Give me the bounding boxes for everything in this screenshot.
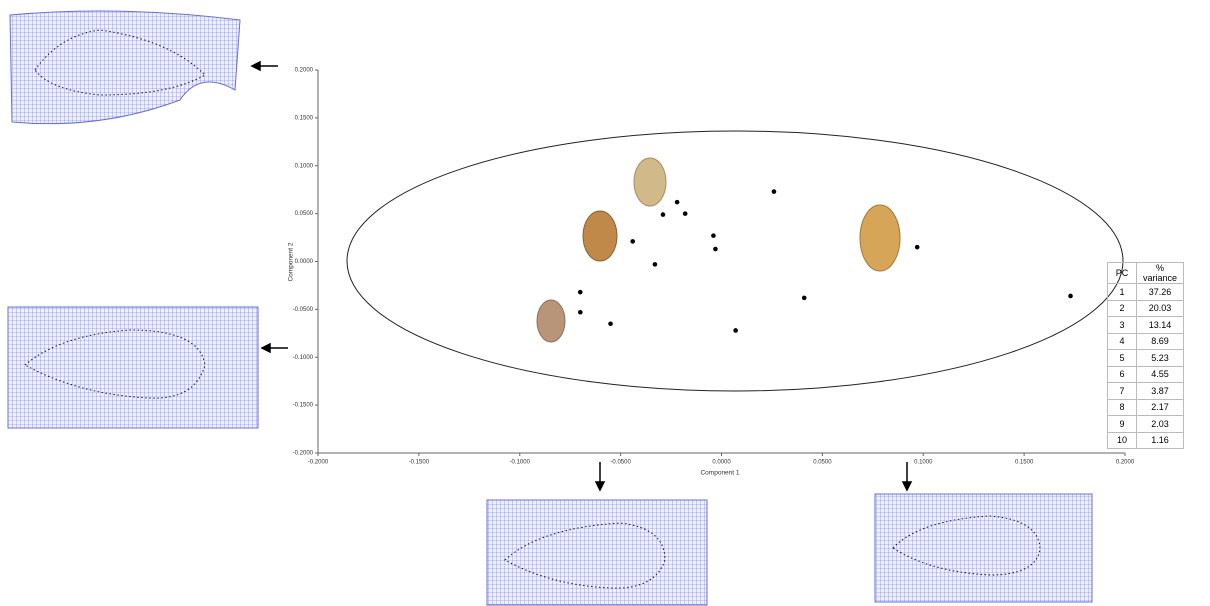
- table-cell: 3.87: [1136, 382, 1184, 400]
- table-cell: 2.17: [1136, 398, 1184, 416]
- table-header: PC % variance: [1107, 262, 1184, 284]
- table-cell: 13.14: [1136, 316, 1184, 334]
- table-row: 5 5.23: [1107, 349, 1184, 367]
- table-row: 6 4.55: [1107, 365, 1184, 383]
- table-cell: 20.03: [1136, 299, 1184, 317]
- point: [674, 199, 680, 205]
- table-row: 3 13.14: [1107, 316, 1184, 334]
- point: [801, 295, 807, 301]
- x-tick-label: -0.2000: [308, 460, 329, 466]
- table-row: 4 8.69: [1107, 332, 1184, 350]
- x-tick-label: 0.2000: [1116, 460, 1135, 466]
- x-tick-label: -0.1500: [409, 460, 430, 466]
- y-tick-label: 0.0500: [295, 211, 314, 217]
- y-tick-label: 0.1000: [295, 163, 314, 169]
- table-cell: 1: [1107, 283, 1137, 301]
- x-tick-label: 0.1500: [1015, 460, 1034, 466]
- point: [914, 244, 920, 250]
- table-cell: 9: [1107, 415, 1137, 433]
- point: [577, 289, 583, 295]
- x-tick-label: 0.1000: [914, 460, 933, 466]
- point: [713, 246, 718, 252]
- table-cell: 2: [1107, 299, 1137, 317]
- point: [652, 262, 658, 267]
- x-tick-label: 0.0500: [813, 460, 832, 466]
- deformation-grids: [7, 10, 1093, 606]
- point: [733, 328, 738, 333]
- arrows: [250, 60, 913, 492]
- table-cell: 1.16: [1136, 431, 1184, 449]
- y-tick-label: -0.1500: [293, 403, 314, 409]
- table-row: 9 2.03: [1107, 415, 1184, 433]
- table-row: 10 1.16: [1107, 431, 1184, 449]
- table-cell: 8.69: [1136, 332, 1184, 350]
- table-row: 1 37.26: [1107, 283, 1184, 301]
- x-tick-label: 0.0000: [712, 460, 731, 466]
- point: [577, 309, 583, 315]
- x-tick-label: -0.0500: [610, 460, 631, 466]
- table-row: 8 2.17: [1107, 398, 1184, 416]
- y-tick-label: -0.2000: [293, 451, 314, 457]
- point: [608, 321, 613, 327]
- artifact-images: [536, 157, 901, 343]
- table-cell: 5: [1107, 349, 1137, 367]
- table-cell: 6: [1107, 365, 1137, 383]
- table-cell: 8: [1107, 398, 1137, 416]
- point: [771, 189, 777, 194]
- table-cell: 4: [1107, 332, 1137, 350]
- table-cell: 4.55: [1136, 365, 1184, 383]
- y-tick-label: 0.0000: [295, 259, 314, 265]
- x-axis-label: Component 1: [700, 470, 739, 477]
- x-tick-label: -0.1000: [510, 460, 531, 466]
- y-tick-label: 0.1500: [295, 115, 314, 121]
- header-cell: % variance: [1136, 262, 1184, 284]
- y-axis-label: Component 2: [288, 242, 295, 281]
- table-cell: 5.23: [1136, 349, 1184, 367]
- variance-table: PC % variance 1 37.26 2 20.03 3 13.14 4 8.69 5 5.…: [1107, 262, 1184, 449]
- table-cell: 2.03: [1136, 415, 1184, 433]
- table-cell: 7: [1107, 382, 1137, 400]
- table-cell: 37.26: [1136, 283, 1184, 301]
- point: [630, 239, 636, 244]
- point: [711, 233, 716, 238]
- point: [682, 211, 688, 216]
- point: [1068, 293, 1073, 299]
- table-cell: 10: [1107, 431, 1137, 449]
- point: [660, 212, 666, 217]
- y-tick-label: -0.0500: [293, 307, 314, 313]
- header-cell: PC: [1107, 262, 1137, 284]
- y-tick-label: -0.1000: [293, 355, 314, 361]
- table-row: 7 3.87: [1107, 382, 1184, 400]
- table-row: 2 20.03: [1107, 299, 1184, 317]
- table-cell: 3: [1107, 316, 1137, 334]
- y-tick-label: 0.2000: [295, 68, 314, 74]
- confidence-ellipse: [346, 130, 1124, 392]
